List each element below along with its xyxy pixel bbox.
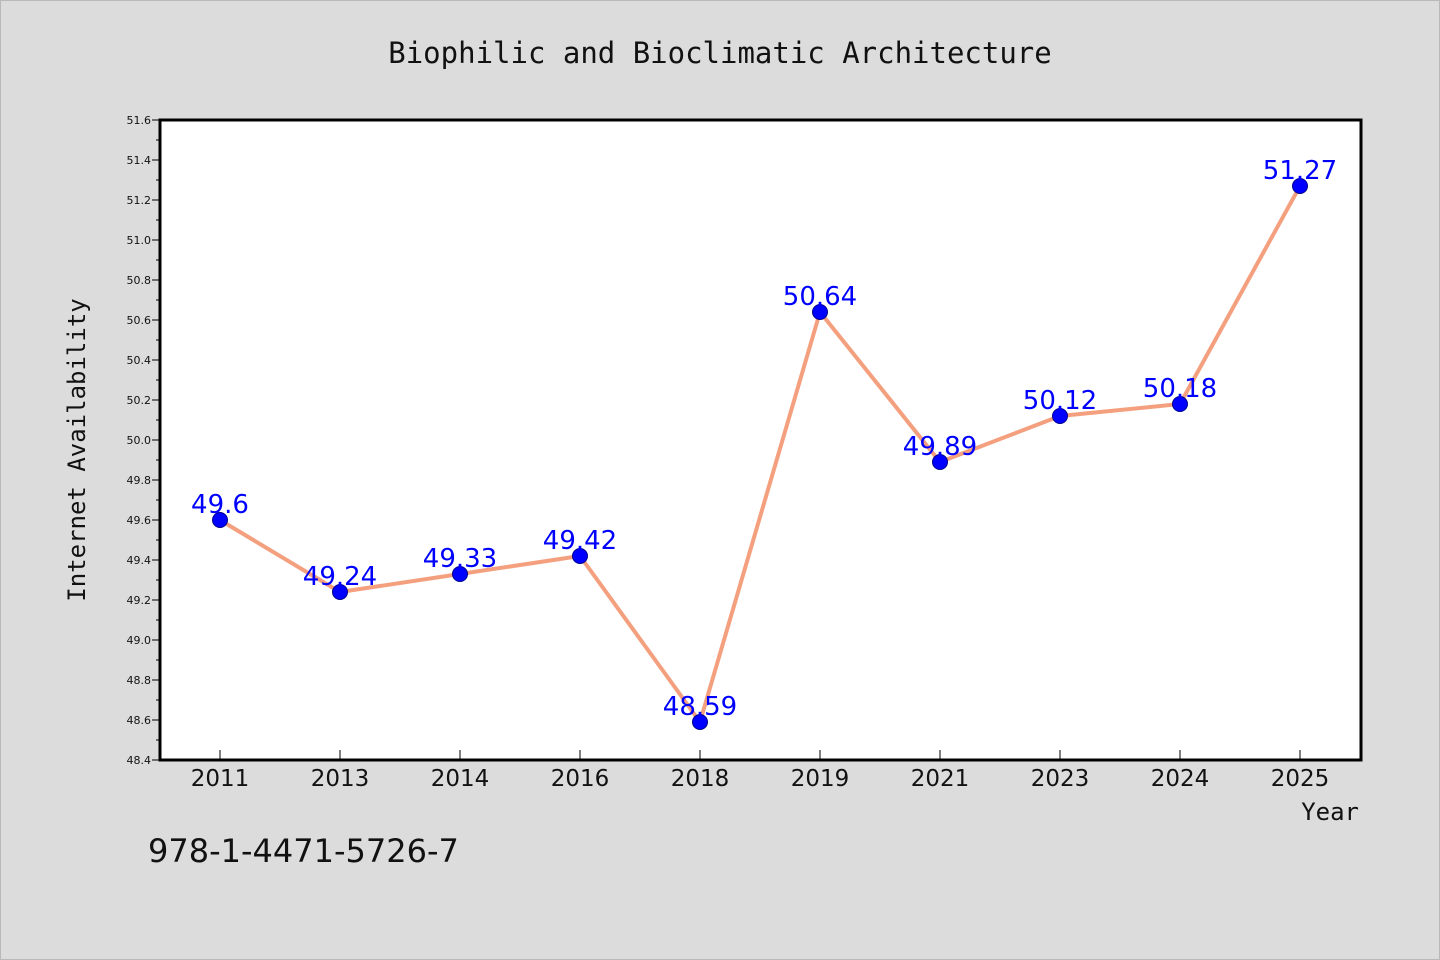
isbn-annotation: 978-1-4471-5726-7 [148, 832, 459, 870]
y-tick-label: 51.2 [127, 194, 152, 207]
y-tick-label: 51.4 [127, 154, 152, 167]
data-label: 48.59 [663, 692, 737, 722]
data-label: 50.12 [1023, 386, 1097, 416]
y-tick-label: 50.4 [127, 354, 152, 367]
y-tick-label: 50.8 [127, 274, 152, 287]
y-tick-label: 51.0 [127, 234, 152, 247]
data-label: 51.27 [1263, 156, 1337, 186]
y-tick-label: 49.6 [127, 514, 152, 527]
y-tick-label: 50.6 [127, 314, 152, 327]
data-point [932, 454, 948, 470]
data-point [212, 512, 228, 528]
data-label: 49.6 [191, 490, 249, 520]
x-tick-label: 2021 [911, 766, 970, 792]
x-tick-label: 2016 [551, 766, 610, 792]
data-point [572, 548, 588, 564]
x-tick-label: 2018 [671, 766, 730, 792]
x-tick-label: 2024 [1151, 766, 1210, 792]
y-tick-label: 49.2 [127, 594, 152, 607]
y-axis-label: Internet Availability [63, 298, 91, 601]
y-tick-label: 51.6 [127, 114, 152, 127]
data-label: 49.89 [903, 432, 977, 462]
data-label: 49.33 [423, 544, 497, 574]
x-tick-label: 2023 [1031, 766, 1090, 792]
series-line [218, 185, 1302, 724]
data-point [452, 566, 468, 582]
data-label: 50.64 [783, 282, 857, 312]
y-tick-label: 50.0 [127, 434, 152, 447]
x-axis-label: Year [1301, 798, 1359, 826]
data-label: 49.42 [543, 526, 617, 556]
data-point [692, 714, 708, 730]
data-point [1052, 408, 1068, 424]
y-tick-label: 48.8 [127, 674, 152, 687]
y-axis: 48.4 48.6 48.8 49.0 49.2 49.4 49.6 49.8 50.0 50.2… [127, 114, 160, 767]
y-tick-label: 49.4 [127, 554, 152, 567]
data-point [332, 584, 348, 600]
x-tick-label: 2014 [431, 766, 490, 792]
data-label: 50.18 [1143, 374, 1217, 404]
data-point [812, 304, 828, 320]
y-tick-label: 50.2 [127, 394, 152, 407]
y-tick-label: 48.4 [127, 754, 152, 767]
x-tick-label: 2025 [1271, 766, 1330, 792]
x-axis: 2011 2013 2014 2016 2018 2019 2021 2023 2024 2025 [191, 750, 1330, 792]
y-tick-label: 49.8 [127, 474, 152, 487]
y-tick-label: 48.6 [127, 714, 152, 727]
plot-area [158, 118, 1363, 762]
series-layer: 49.6 49.24 49.33 49.42 48.59 50.64 49.89 50.12 5… [191, 156, 1337, 730]
data-point [1292, 178, 1308, 194]
x-tick-label: 2019 [791, 766, 850, 792]
x-tick-label: 2013 [311, 766, 370, 792]
x-tick-label: 2011 [191, 766, 250, 792]
chart-title: Biophilic and Bioclimatic Architecture [388, 36, 1051, 70]
y-tick-label: 49.0 [127, 634, 152, 647]
data-label: 49.24 [303, 562, 377, 592]
data-point [1172, 396, 1188, 412]
